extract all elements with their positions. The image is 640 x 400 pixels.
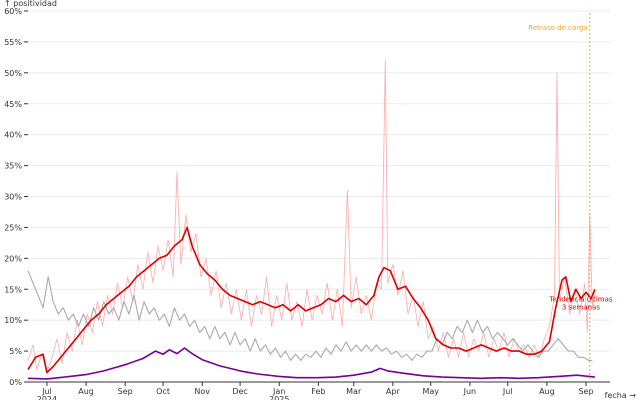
x-tick-label: Sep bbox=[118, 387, 133, 396]
trend-label-line1: Tendencia últimas bbox=[548, 296, 613, 304]
y-tick-label: 60% bbox=[4, 7, 22, 16]
series-line-2 bbox=[27, 270, 593, 361]
x-tick-label: Sep bbox=[578, 387, 593, 396]
x-tick-label: May bbox=[422, 387, 439, 396]
x-axis-title: fecha → bbox=[605, 391, 637, 400]
y-tick-label: 5% bbox=[9, 347, 22, 356]
y-tick-label: 25% bbox=[4, 223, 22, 232]
y-tick-label: 40% bbox=[4, 131, 22, 140]
x-tick-label: Oct bbox=[156, 387, 170, 396]
x-tick-label: Aug bbox=[78, 387, 94, 396]
x-tick-label: Jun bbox=[463, 387, 477, 396]
x-tick-label: Feb bbox=[311, 387, 325, 396]
y-tick-label: 50% bbox=[4, 69, 22, 78]
trend-label-line2: 3 semanas bbox=[562, 304, 600, 312]
y-tick-label: 20% bbox=[4, 254, 22, 263]
series-line-1 bbox=[27, 60, 596, 374]
series-line-3 bbox=[27, 226, 596, 374]
series-line-4 bbox=[27, 347, 595, 380]
y-tick-label: 45% bbox=[4, 100, 22, 109]
x-tick-label: Aug bbox=[539, 387, 555, 396]
annotation-layer: Retraso de carga Tendencia últimas 3 sem… bbox=[528, 13, 613, 382]
x-tick-label: Mar bbox=[346, 387, 362, 396]
x-tick-label: Jul bbox=[502, 387, 513, 396]
x-tick-label: Apr bbox=[386, 387, 401, 396]
x-tick-label: Jan bbox=[272, 387, 285, 396]
y-tick-label: 0% bbox=[9, 378, 22, 387]
x-tick-label: Jul bbox=[41, 387, 52, 396]
grid-layer bbox=[28, 10, 610, 352]
y-tick-label: 10% bbox=[4, 316, 22, 325]
delay-label: Retraso de carga bbox=[528, 24, 588, 32]
x-tick-year-label: 2024 bbox=[37, 395, 57, 400]
x-tick-year-label: 2025 bbox=[269, 395, 289, 400]
y-tick-label: 15% bbox=[4, 285, 22, 294]
y-tick-label: 35% bbox=[4, 162, 22, 171]
y-tick-label: 30% bbox=[4, 193, 22, 202]
x-tick-label: Nov bbox=[194, 387, 210, 396]
series-layer bbox=[27, 60, 596, 380]
y-tick-label: 55% bbox=[4, 38, 22, 47]
x-tick-label: Dec bbox=[232, 387, 247, 396]
y-axis-title: ↑ positividad bbox=[4, 0, 57, 8]
